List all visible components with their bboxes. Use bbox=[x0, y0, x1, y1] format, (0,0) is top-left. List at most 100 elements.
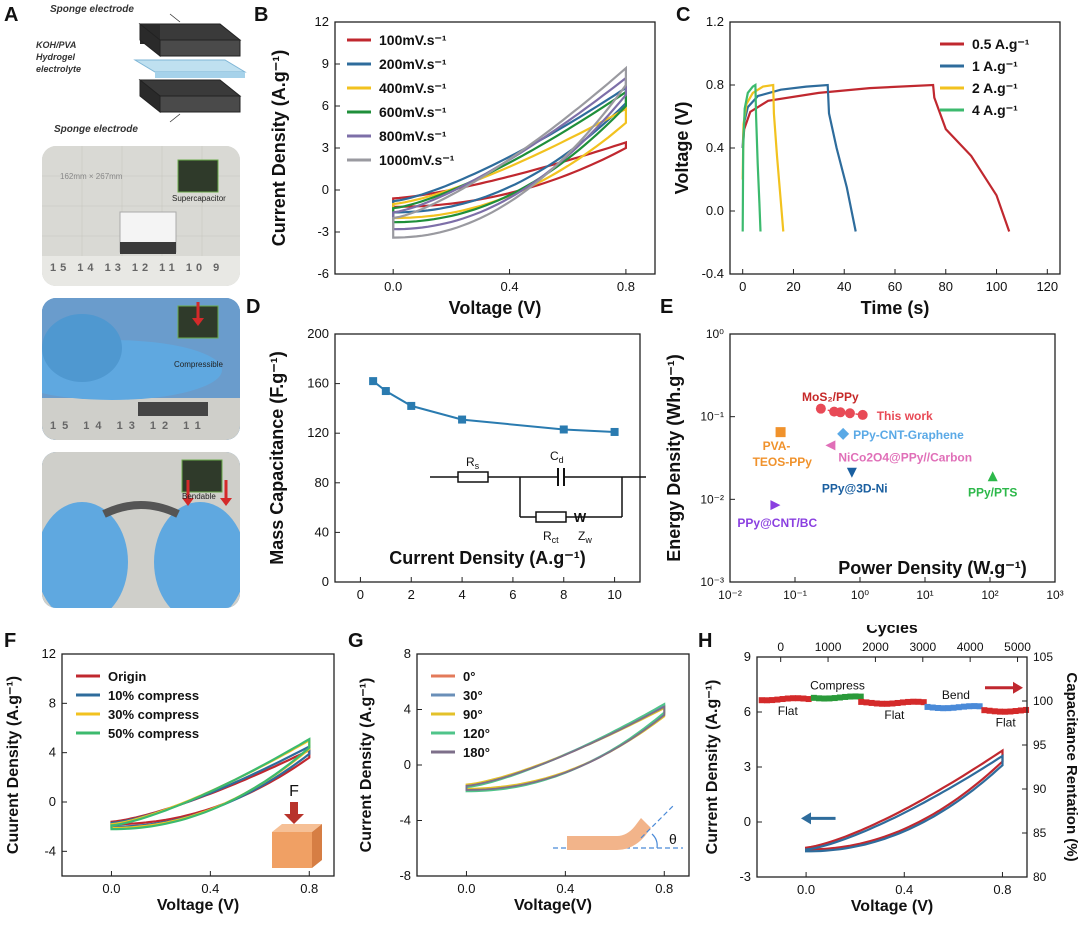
chart-ragone: 10⁻² 10⁻¹ 10⁰ 10¹ 10² 10³10⁻³10⁻²10⁻¹10⁰Power… bbox=[664, 327, 1064, 602]
x-tick-label: 0.0 bbox=[384, 279, 402, 294]
legend-label: 100mV.s⁻¹ bbox=[379, 32, 447, 48]
legend-label: 600mV.s⁻¹ bbox=[379, 104, 447, 120]
capacitance-point bbox=[381, 387, 390, 396]
y-tick-label: -0.4 bbox=[702, 266, 724, 281]
comparison-marker bbox=[846, 467, 857, 478]
retention-point bbox=[774, 696, 781, 703]
y-tick-label: 3 bbox=[744, 759, 751, 774]
legend-label: 200mV.s⁻¹ bbox=[379, 56, 447, 72]
rs-label-sub: s bbox=[475, 461, 480, 471]
retention-point bbox=[905, 698, 912, 705]
retention-point bbox=[1017, 707, 1024, 714]
comparison-marker bbox=[770, 500, 781, 511]
segment-label: Flat bbox=[884, 708, 905, 722]
comparison-label: TEOS-PPy bbox=[753, 455, 813, 469]
x-tick-label: 120 bbox=[1036, 279, 1058, 294]
y-tick-label: 0 bbox=[744, 814, 751, 829]
cv-loop bbox=[110, 744, 311, 828]
chart-cv-bend: 0.0 0.4 0.8 -8 -4 0 4 8 Voltage(V) Current Densit… bbox=[358, 646, 690, 914]
legend-label: 1 A.g⁻¹ bbox=[972, 58, 1018, 74]
force-arrow-head bbox=[284, 814, 304, 824]
panel-label-d: D bbox=[246, 296, 261, 318]
legend-label: 4 A.g⁻¹ bbox=[972, 102, 1018, 118]
retention-point bbox=[857, 693, 864, 700]
y-tick-label: 0 bbox=[322, 182, 329, 197]
x-tick-label: 0.0 bbox=[457, 881, 475, 896]
x-axis-label: Current Density (A.g⁻¹) bbox=[389, 548, 586, 568]
rs-label: Rs bbox=[466, 455, 480, 471]
x-tick-label: 80 bbox=[939, 279, 953, 294]
retention-point bbox=[810, 694, 817, 701]
capacitance-point bbox=[559, 425, 568, 434]
retention-point bbox=[842, 693, 849, 700]
x-tick-label: 10⁻² bbox=[718, 588, 742, 602]
retention-point bbox=[763, 697, 770, 704]
y-tick-label: 10⁻³ bbox=[700, 575, 724, 589]
x-tick-label: 0.4 bbox=[895, 882, 913, 897]
x-tick-label: 8 bbox=[560, 587, 567, 602]
retention-point bbox=[961, 703, 967, 710]
y-tick-label: 0 bbox=[322, 574, 329, 589]
legend-label: Origin bbox=[108, 669, 146, 684]
retention-point bbox=[997, 708, 1003, 715]
retention-point bbox=[945, 705, 952, 712]
comparison-marker bbox=[825, 440, 836, 451]
legend-label: 2 A.g⁻¹ bbox=[972, 80, 1018, 96]
y-tick-label: 0.8 bbox=[706, 77, 724, 92]
y-tick-label: 0.0 bbox=[706, 203, 724, 218]
retention-arrow-head bbox=[1013, 681, 1023, 694]
segment-label: Compress bbox=[810, 678, 865, 692]
x2-tick-label: 2000 bbox=[862, 640, 889, 654]
retention-point bbox=[1002, 708, 1009, 715]
retention-point bbox=[940, 705, 947, 712]
retention-point bbox=[847, 693, 854, 700]
retention-point bbox=[858, 698, 865, 705]
photo1-dimension: 162mm × 267mm bbox=[60, 172, 123, 181]
x-tick-label: 0 bbox=[739, 279, 746, 294]
panel-label-f: F bbox=[4, 630, 17, 652]
segment-label: Flat bbox=[996, 716, 1017, 730]
y-axis-label: Cuurent Density (A.g⁻¹) bbox=[5, 676, 22, 854]
gcd-curve bbox=[741, 83, 762, 232]
photo-compressible: Compressible 15 14 13 12 11 bbox=[42, 298, 240, 440]
plot-frame bbox=[416, 653, 690, 877]
compressible-label: Compressible bbox=[174, 360, 223, 369]
cv-loop bbox=[805, 748, 1004, 851]
warburg-symbol: W bbox=[574, 510, 587, 525]
y-tick-label: 10⁻¹ bbox=[700, 410, 724, 424]
comparison-marker bbox=[987, 471, 998, 482]
retention-point bbox=[971, 703, 978, 710]
x-tick-label: 0.0 bbox=[102, 881, 120, 896]
y-axis-label: Current Density (A.g⁻¹) bbox=[358, 678, 375, 853]
retention-point bbox=[910, 698, 917, 705]
y-tick-label: 200 bbox=[307, 326, 329, 341]
device-schematic: Sponge electrode KOH/PVA Hydrogel electr… bbox=[36, 4, 247, 135]
x-tick-label: 20 bbox=[786, 279, 800, 294]
y2-tick-label: 100 bbox=[1033, 694, 1053, 708]
panel-label-h: H bbox=[698, 630, 713, 652]
x2-tick-label: 4000 bbox=[957, 640, 984, 654]
x-tick-label: 4 bbox=[458, 587, 465, 602]
retention-point bbox=[899, 699, 906, 706]
photo-bendable: Bendable bbox=[42, 452, 240, 608]
y-tick-label: -3 bbox=[739, 869, 751, 884]
retention-point bbox=[873, 700, 880, 707]
cv-loop bbox=[465, 705, 666, 791]
y2-tick-label: 90 bbox=[1033, 782, 1047, 796]
mos2-label: MoS₂/PPy bbox=[802, 390, 859, 404]
retention-point bbox=[758, 697, 765, 704]
retention-point bbox=[779, 696, 786, 703]
x-axis-label: Time (s) bbox=[861, 298, 930, 318]
legend-label: 90° bbox=[463, 707, 483, 722]
supercapacitor-label: Supercapacitor bbox=[172, 194, 226, 203]
x-axis-label: Voltage(V) bbox=[514, 897, 592, 914]
retention-point bbox=[836, 694, 843, 701]
retention-point bbox=[1012, 708, 1019, 715]
bendable-label: Bendable bbox=[182, 492, 216, 501]
panel-label-b: B bbox=[254, 4, 269, 26]
cv-loop bbox=[392, 65, 627, 239]
x2-axis-label: Cycles bbox=[866, 625, 918, 637]
y-tick-label: 9 bbox=[744, 649, 751, 664]
retention-point bbox=[934, 704, 941, 711]
comparison-label: PPy@3D-Ni bbox=[822, 482, 888, 496]
